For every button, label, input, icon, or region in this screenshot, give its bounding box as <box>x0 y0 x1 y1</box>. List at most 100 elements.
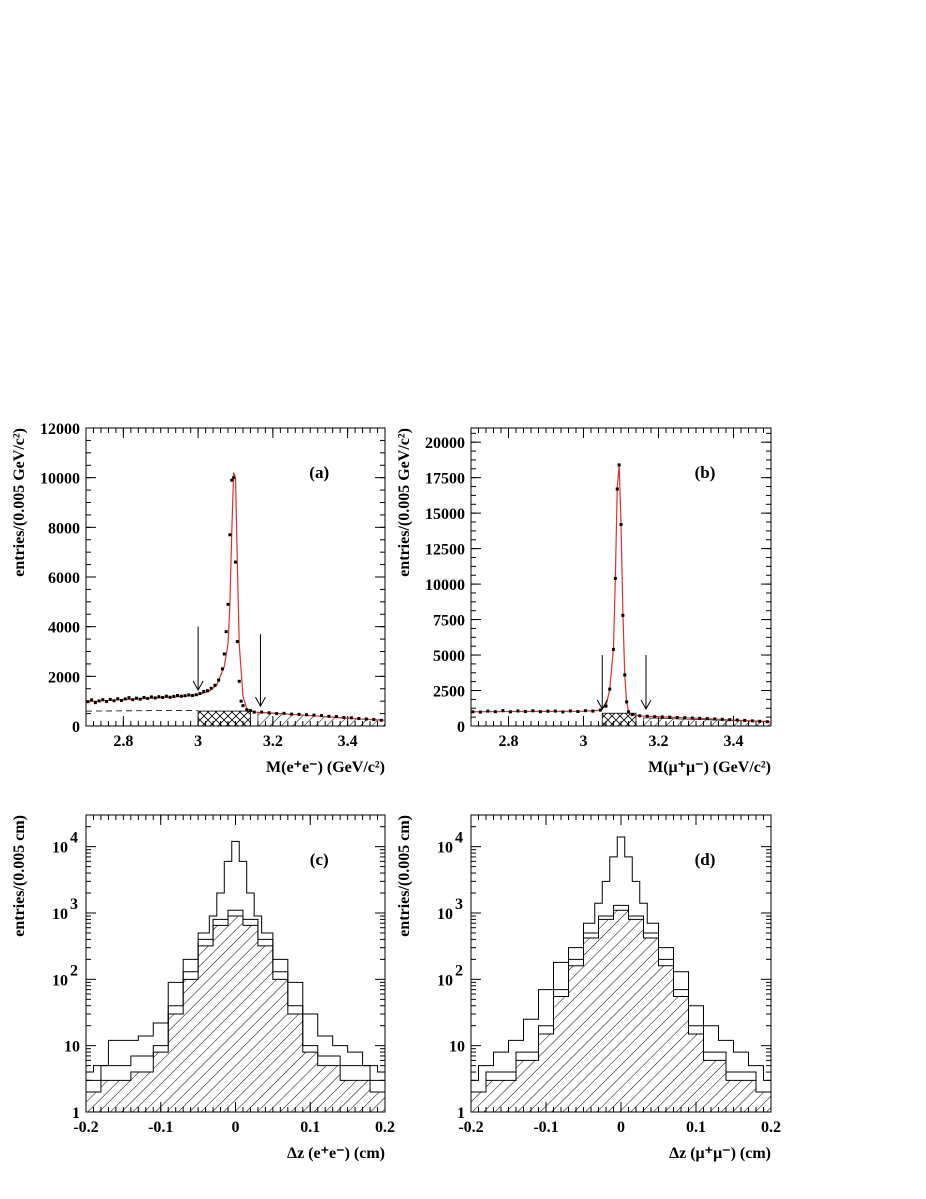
data-point <box>93 701 97 705</box>
y-tick-label: 10 <box>52 840 68 857</box>
data-point <box>471 710 475 714</box>
x-tick-label: 0 <box>617 1119 625 1136</box>
data-point <box>168 695 172 699</box>
y-tick-label: 8000 <box>48 520 80 537</box>
data-point <box>630 713 634 717</box>
y-tick-label: 17500 <box>425 471 465 488</box>
data-point <box>239 699 243 703</box>
data-point <box>230 478 234 482</box>
y-tick-label: 10 <box>64 1039 80 1056</box>
panel-label: (c) <box>310 850 329 869</box>
data-point <box>149 695 153 699</box>
y-tick-exponent: 4 <box>455 830 463 847</box>
y-tick-label: 10000 <box>40 471 80 488</box>
data-point <box>123 697 127 701</box>
window-arrow-head <box>640 699 652 711</box>
data-point <box>765 720 769 724</box>
data-point <box>176 693 180 697</box>
data-point <box>108 697 112 701</box>
data-point <box>698 716 702 720</box>
x-tick-label: 3.2 <box>263 733 283 750</box>
x-tick-label: 2.8 <box>113 733 133 750</box>
data-point <box>357 717 361 721</box>
data-point <box>97 699 101 703</box>
x-tick-label: 0.2 <box>375 1119 395 1136</box>
data-point <box>598 708 602 712</box>
data-point <box>198 691 202 695</box>
data-point <box>568 709 572 713</box>
data-point <box>275 712 279 716</box>
y-tick-label: 0 <box>72 719 80 736</box>
x-tick-label: -0.1 <box>533 1119 558 1136</box>
data-point <box>478 710 482 714</box>
data-point <box>282 711 286 715</box>
data-point <box>134 696 138 700</box>
data-point <box>583 709 587 713</box>
y-tick-label: 10 <box>437 972 453 989</box>
data-point <box>327 714 331 718</box>
y-tick-label: 1 <box>457 1105 465 1122</box>
data-point <box>501 709 505 713</box>
plot-frame <box>85 427 386 727</box>
x-tick-label: -0.2 <box>458 1119 483 1136</box>
y-tick-exponent: 2 <box>455 962 463 979</box>
x-tick-label: 3.4 <box>724 733 744 750</box>
data-point <box>319 714 323 718</box>
data-point <box>728 718 732 722</box>
data-point <box>267 711 271 715</box>
y-tick-label: 15000 <box>425 506 465 523</box>
y-tick-label: 4000 <box>48 620 80 637</box>
data-point <box>131 698 135 702</box>
histogram-open-0 <box>85 840 386 1113</box>
data-point <box>312 713 316 717</box>
data-point <box>604 704 608 708</box>
x-tick-label: 2.8 <box>499 733 519 750</box>
y-tick-label: 2000 <box>48 669 80 686</box>
data-point <box>224 630 228 634</box>
data-point <box>260 710 264 714</box>
data-point <box>553 709 557 713</box>
x-tick-label: 0.2 <box>761 1119 781 1136</box>
y-tick-label: 10 <box>52 906 68 923</box>
y-tick-label: 7500 <box>433 613 465 630</box>
x-tick-label: 0.1 <box>686 1119 706 1136</box>
signal-window-background <box>601 712 637 727</box>
y-tick-label: 10 <box>52 972 68 989</box>
data-point <box>138 697 142 701</box>
data-point <box>546 709 550 713</box>
data-point <box>750 719 754 723</box>
panel-label: (d) <box>695 850 716 869</box>
x-tick-label: -0.1 <box>148 1119 173 1136</box>
data-point <box>116 697 120 701</box>
histogram-hatched <box>470 909 772 1113</box>
window-arrow-head <box>255 696 266 708</box>
data-point <box>235 640 239 644</box>
data-point <box>619 522 623 526</box>
data-point <box>234 560 237 564</box>
data-point <box>120 698 124 702</box>
x-tick-label: 0 <box>232 1119 240 1136</box>
data-point <box>617 463 621 467</box>
data-point <box>561 710 565 714</box>
y-tick-label: 12500 <box>425 542 465 559</box>
data-point <box>305 713 309 717</box>
data-point <box>720 717 724 721</box>
data-point <box>638 714 642 718</box>
data-point <box>222 652 226 656</box>
window-arrow-head <box>192 680 204 692</box>
data-point <box>213 683 217 687</box>
y-tick-label: 2500 <box>433 684 465 701</box>
data-point <box>713 717 717 721</box>
panel-label: (b) <box>695 463 716 482</box>
data-point <box>127 696 131 700</box>
data-point <box>334 715 338 719</box>
data-point <box>153 696 157 700</box>
data-point <box>187 693 191 697</box>
data-point <box>179 694 183 698</box>
data-point <box>538 710 542 714</box>
x-tick-label: -0.2 <box>73 1119 98 1136</box>
data-point <box>645 714 649 718</box>
y-tick-label: 1 <box>72 1105 80 1122</box>
